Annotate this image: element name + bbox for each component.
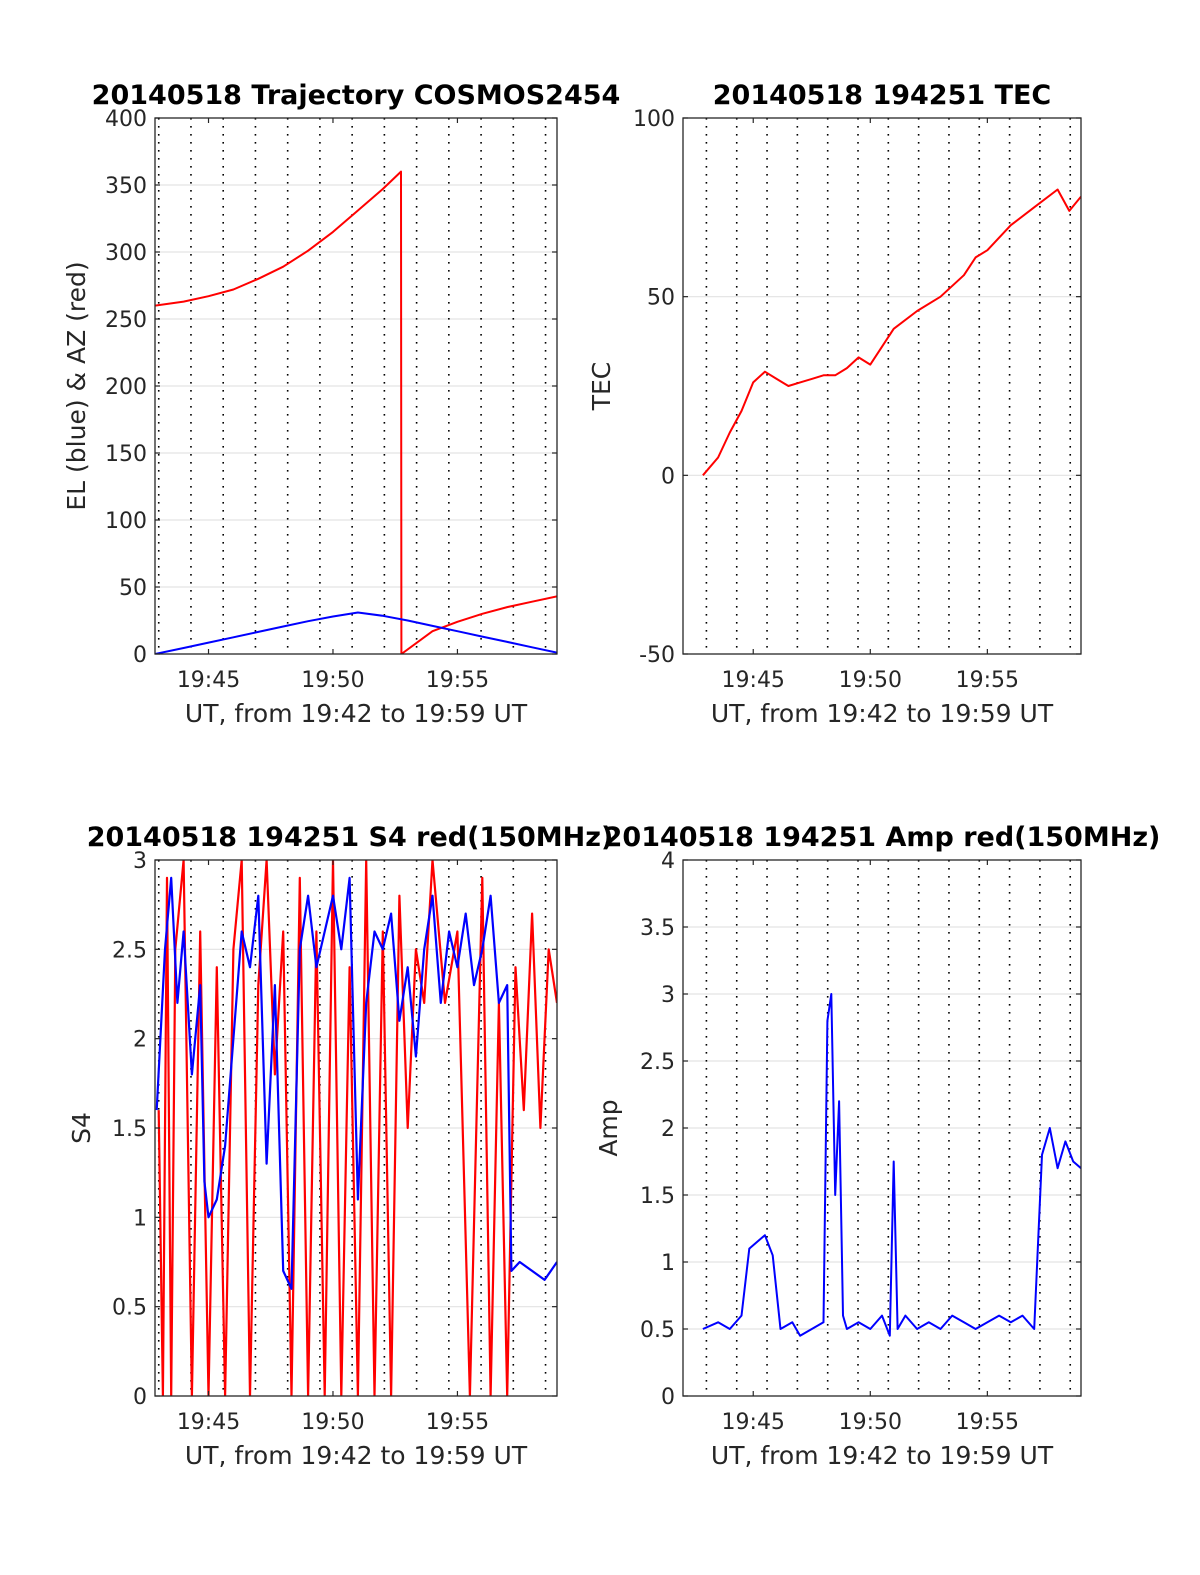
- y-tick-label: 0: [661, 1385, 675, 1410]
- y-axis-label: EL (blue) & AZ (red): [62, 261, 91, 510]
- y-tick-label: 100: [633, 107, 675, 132]
- y-tick-label: 1.5: [112, 1117, 147, 1142]
- x-tick-label: 19:45: [177, 1410, 240, 1435]
- x-axis-label: UT, from 19:42 to 19:59 UT: [711, 699, 1054, 728]
- y-tick-label: 100: [105, 509, 147, 534]
- series-line-2: [155, 876, 557, 1290]
- x-axis-label: UT, from 19:42 to 19:59 UT: [711, 1441, 1054, 1470]
- y-tick-label: 0.5: [640, 1318, 675, 1343]
- chart-title: 20140518 194251 S4 red(150MHz): [87, 822, 614, 853]
- y-tick-label: 400: [105, 107, 147, 132]
- y-tick-label: 3.5: [640, 916, 675, 941]
- y-tick-label: 0: [133, 1385, 147, 1410]
- y-tick-label: 3: [133, 849, 147, 874]
- y-tick-label: 2.5: [112, 938, 147, 963]
- x-tick-label: 19:50: [301, 668, 364, 693]
- x-tick-label: 19:45: [177, 668, 240, 693]
- chart-panel-2: -50 0 50 100 19:45 19:50 19:55 UT, from 19:42 t…: [587, 80, 1082, 728]
- y-tick-label: 50: [647, 286, 675, 311]
- y-tick-label: 4: [661, 849, 675, 874]
- chart-title: 20140518 Trajectory COSMOS2454: [92, 80, 621, 111]
- y-tick-label: 150: [105, 442, 147, 467]
- y-tick-label: 1.5: [640, 1184, 675, 1209]
- axes-box: [682, 117, 1082, 655]
- chart-panel-1: 0 50 100 150 200 250 300 350 400 19:45 19:50 19:55 U…: [62, 80, 620, 728]
- series-line-1: [702, 993, 1081, 1337]
- x-tick-label: 19:50: [301, 1410, 364, 1435]
- chart-panel-4: 0 0.5 1 1.5 2 2.5 3 3.5 4 19:45 19:50 19:55 UT, from…: [594, 822, 1160, 1470]
- x-axis-label: UT, from 19:42 to 19:59 UT: [185, 1441, 528, 1470]
- y-tick-label: 0: [133, 643, 147, 668]
- y-tick-label: 350: [105, 174, 147, 199]
- x-tick-label: 19:45: [722, 668, 785, 693]
- y-tick-label: 50: [119, 576, 147, 601]
- y-tick-label: 2: [133, 1028, 147, 1053]
- y-tick-label: 200: [105, 375, 147, 400]
- x-tick-label: 19:55: [956, 668, 1019, 693]
- y-axis-label: TEC: [587, 362, 616, 412]
- y-tick-label: 300: [105, 241, 147, 266]
- x-tick-label: 19:50: [839, 1410, 902, 1435]
- y-tick-label: -50: [639, 643, 675, 668]
- chart-title: 20140518 194251 Amp red(150MHz): [604, 822, 1161, 853]
- y-tick-label: 2: [661, 1117, 675, 1142]
- y-tick-label: 1: [133, 1206, 147, 1231]
- series-line-1: [155, 170, 557, 654]
- plot-area: [683, 118, 1081, 654]
- x-axis-label: UT, from 19:42 to 19:59 UT: [185, 699, 528, 728]
- x-tick-label: 19:55: [956, 1410, 1019, 1435]
- y-tick-label: 0: [661, 464, 675, 489]
- y-axis-label: S4: [67, 1112, 96, 1144]
- y-tick-label: 2.5: [640, 1050, 675, 1075]
- series-line-1: [702, 188, 1081, 476]
- x-tick-label: 19:50: [839, 668, 902, 693]
- y-tick-label: 250: [105, 308, 147, 333]
- x-tick-label: 19:45: [722, 1410, 785, 1435]
- x-tick-label: 19:55: [426, 1410, 489, 1435]
- chart-title: 20140518 194251 TEC: [713, 80, 1052, 111]
- y-axis-label: Amp: [594, 1099, 623, 1156]
- y-tick-label: 0.5: [112, 1296, 147, 1321]
- y-tick-label: 3: [661, 983, 675, 1008]
- y-tick-label: 1: [661, 1251, 675, 1276]
- x-tick-label: 19:55: [426, 668, 489, 693]
- series-line-2: [155, 611, 557, 654]
- chart-panel-3: 0 0.5 1 1.5 2 2.5 3 19:45 19:50 19:55 UT, from 19:…: [67, 822, 613, 1470]
